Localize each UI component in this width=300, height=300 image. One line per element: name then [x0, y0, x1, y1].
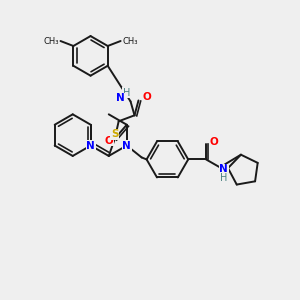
Text: S: S	[111, 129, 118, 139]
Text: N: N	[116, 94, 125, 103]
Text: N: N	[86, 140, 95, 151]
Text: O: O	[142, 92, 151, 103]
Text: H: H	[220, 173, 228, 183]
Text: N: N	[122, 140, 131, 151]
Text: CH₃: CH₃	[43, 37, 58, 46]
Text: N: N	[220, 164, 228, 174]
Text: O: O	[210, 136, 218, 147]
Text: H: H	[123, 88, 130, 98]
Text: O: O	[105, 136, 113, 146]
Text: CH₃: CH₃	[123, 37, 138, 46]
